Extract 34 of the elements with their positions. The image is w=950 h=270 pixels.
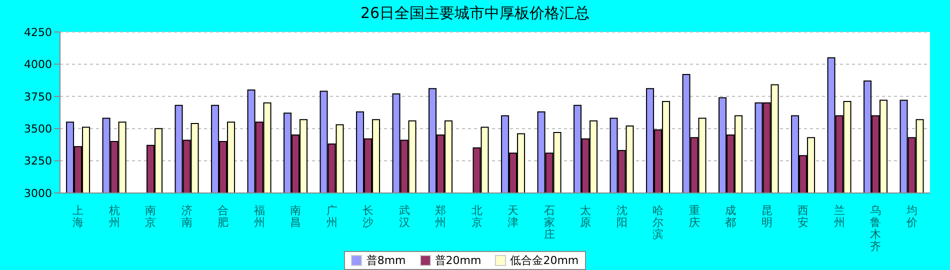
x-tick-label: 均价 <box>905 204 918 229</box>
x-tick-label: 福州 <box>254 204 265 229</box>
x-tick-label: 兰州 <box>834 204 845 229</box>
y-tick-label: 3250 <box>24 154 52 168</box>
x-tick-label: 天津 <box>508 204 519 229</box>
x-tick-label: 西安 <box>798 204 809 229</box>
y-tick-label: 3500 <box>24 122 52 136</box>
x-tick-label: 南昌 <box>290 204 302 229</box>
chart-title: 26日全国主要城市中厚板价格汇总 <box>359 4 591 23</box>
x-tick-label: 南京 <box>145 204 156 229</box>
y-tick-label: 4250 <box>24 26 52 39</box>
x-tick-label: 北京 <box>471 204 482 229</box>
x-tick-label: 太原 <box>580 204 592 229</box>
x-tick-label: 沈阳 <box>616 204 628 229</box>
x-tick-label: 成都 <box>725 204 736 229</box>
x-tick-label: 哈尔滨 <box>652 204 664 241</box>
legend-label: 普8mm <box>365 253 406 268</box>
x-tick-label: 济南 <box>181 204 192 229</box>
x-tick-label: 上海 <box>72 204 84 229</box>
x-tick-label: 武汉 <box>398 204 410 229</box>
y-tick-label: 3000 <box>24 186 52 200</box>
y-tick-label: 4000 <box>24 58 52 72</box>
x-tick-label: 乌鲁木齐 <box>870 204 882 253</box>
x-tick-label: 合肥 <box>218 204 229 229</box>
x-tick-label: 重庆 <box>688 204 700 229</box>
x-tick-label: 郑州 <box>435 204 446 229</box>
x-tick-label: 石家庄 <box>544 204 555 241</box>
x-tick-label: 广州 <box>326 204 338 229</box>
x-tick-label: 长沙 <box>362 204 374 229</box>
x-tick-label: 杭州 <box>108 204 120 229</box>
x-tick-label: 昆明 <box>761 204 772 229</box>
legend-label: 普20mm <box>434 253 482 268</box>
y-tick-label: 3750 <box>24 90 52 104</box>
legend-label: 低合金20mm <box>509 253 579 268</box>
